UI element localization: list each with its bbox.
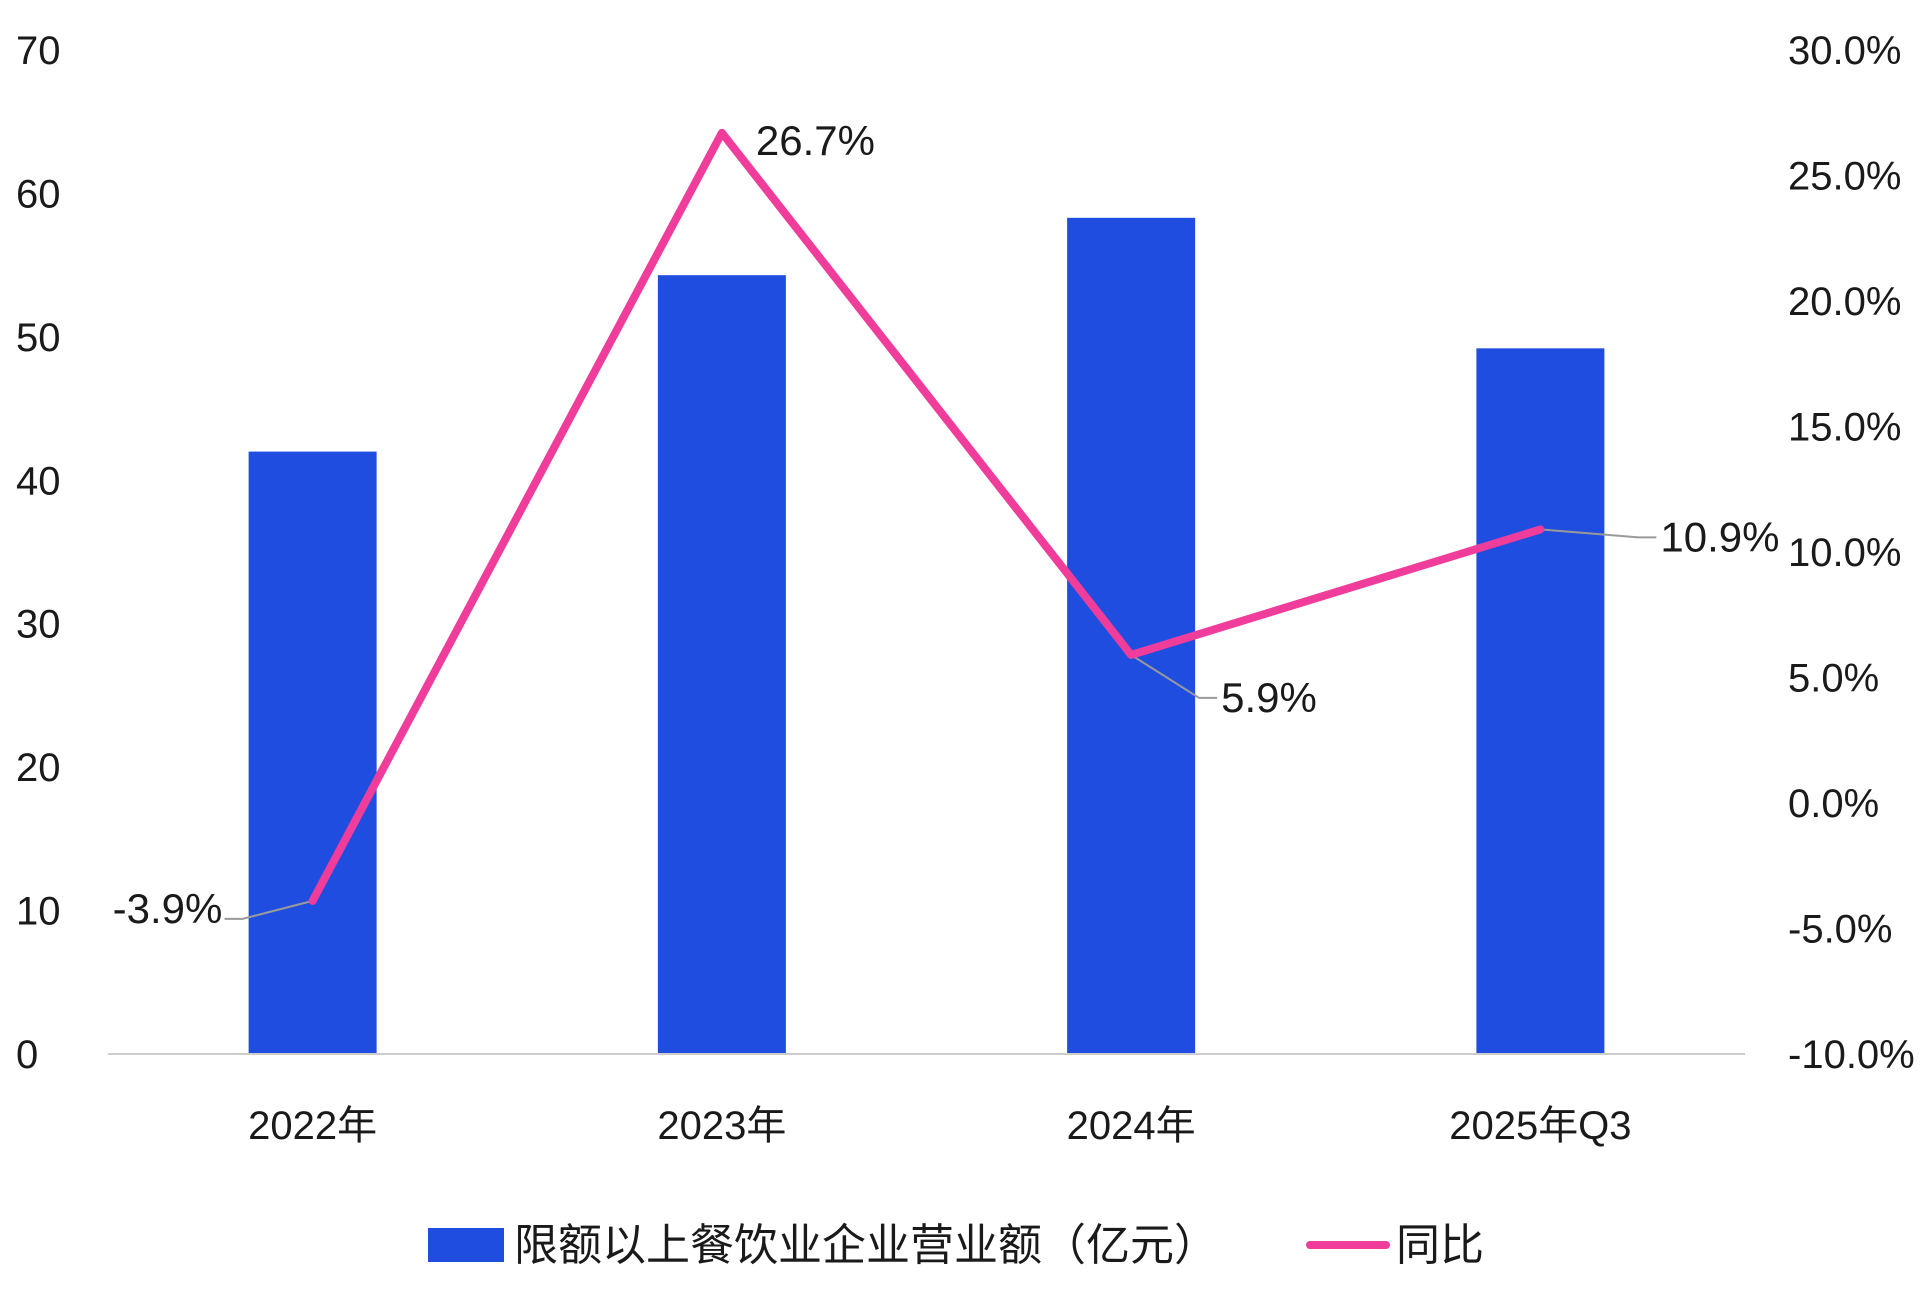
y-left-tick-label: 20 <box>16 746 61 790</box>
data-label: 10.9% <box>1660 513 1779 560</box>
data-label: 26.7% <box>756 117 875 164</box>
y-right-tick-label: 25.0% <box>1788 155 1901 199</box>
legend-swatch-bar <box>428 1228 504 1262</box>
data-label-leader-line <box>1130 654 1218 699</box>
y-right-tick-label: 0.0% <box>1788 782 1879 826</box>
legend-label-line: 同比 <box>1396 1221 1484 1270</box>
yoy-point <box>1537 526 1544 533</box>
y-right-tick-label: -10.0% <box>1788 1033 1915 1077</box>
y-left-tick-label: 10 <box>16 890 61 934</box>
x-tick-label: 2023年 <box>657 1104 786 1148</box>
data-label-leader-line <box>1540 528 1657 539</box>
y-right-tick-label: 5.0% <box>1788 657 1879 701</box>
line-layer <box>308 128 1545 905</box>
data-label: -3.9% <box>113 885 223 932</box>
yoy-point <box>309 897 316 904</box>
y-left-tick-label: 30 <box>16 603 61 647</box>
bar <box>657 275 786 1054</box>
y-left-tick-label: 0 <box>16 1033 38 1077</box>
data-label: 5.9% <box>1221 674 1317 721</box>
y-left-tick-label: 60 <box>16 172 61 216</box>
bar <box>248 451 377 1055</box>
bar <box>1476 348 1605 1054</box>
yoy-point <box>1128 651 1135 658</box>
y-right-tick-label: 10.0% <box>1788 531 1901 575</box>
y-right-tick-label: 15.0% <box>1788 406 1901 450</box>
x-tick-label: 2024年 <box>1067 1104 1196 1148</box>
bar <box>1067 217 1196 1055</box>
y-left-tick-label: 40 <box>16 459 61 503</box>
x-tick-label: 2025年Q3 <box>1449 1104 1631 1148</box>
y-right-tick-label: 20.0% <box>1788 280 1901 324</box>
y-left-tick-label: 50 <box>16 316 61 360</box>
labels-layer: -3.9% 26.7% 5.9% 10.9% <box>113 117 1780 932</box>
yoy-line <box>308 128 1545 905</box>
x-tick-label: 2022年 <box>248 1104 377 1148</box>
yoy-point <box>718 129 725 136</box>
y-right-tick-label: -5.0% <box>1788 908 1893 952</box>
bars-layer <box>248 217 1605 1055</box>
legend-label-bar: 限额以上餐饮业企业营业额（亿元） <box>514 1221 1218 1270</box>
data-label-leader-line <box>224 899 313 920</box>
legend: 限额以上餐饮业企业营业额（亿元） 同比 <box>428 1221 1484 1270</box>
y-right-tick-label: 30.0% <box>1788 29 1901 73</box>
leader-lines-layer <box>224 528 1657 920</box>
y-left-tick-label: 70 <box>16 29 61 73</box>
